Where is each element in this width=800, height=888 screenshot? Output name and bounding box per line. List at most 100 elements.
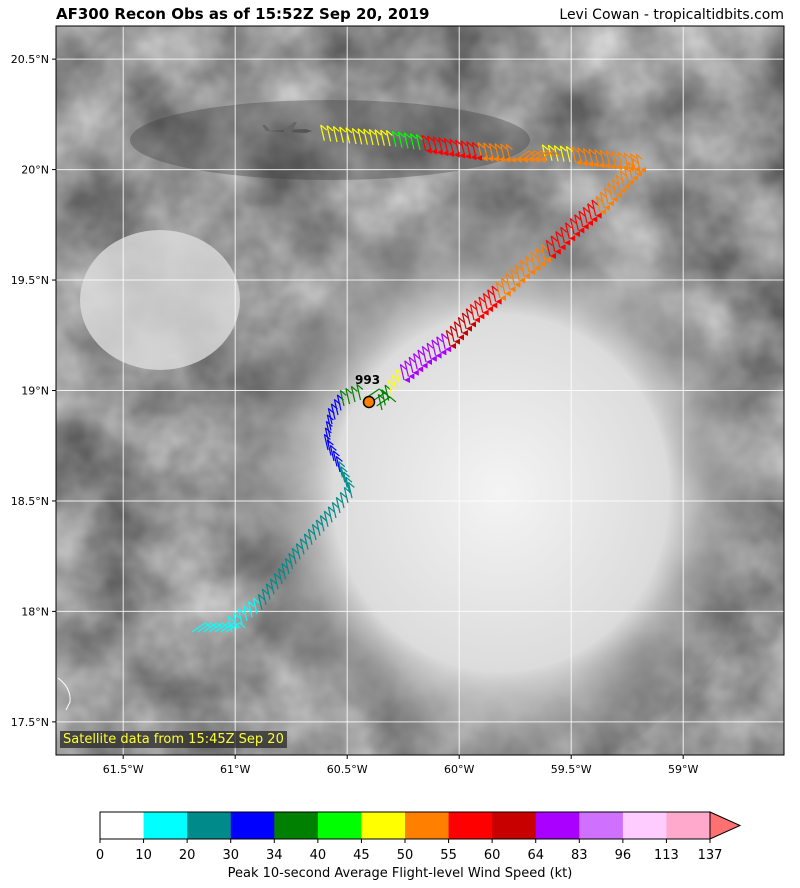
wind-pennant [554,248,561,255]
wind-barb-staff [436,336,441,353]
wind-barb-flag [495,281,503,288]
wind-barb-staff [319,515,325,532]
wind-pennant [587,220,593,226]
wind-barb-flag [488,142,496,149]
wind-barb-flag [605,150,613,157]
wind-barb-flag [505,273,513,280]
wind-barb-flag [582,206,590,213]
wind-barb-staff [453,321,459,338]
wind-barb-staff [415,134,421,151]
wind-barb-flag [291,547,299,554]
lon-tick-label: 60.5°W [327,763,368,776]
wind-barb-staff [242,605,248,622]
wind-barb-staff [323,511,329,527]
wind-barb-flag [547,144,555,151]
wind-barb-staff [607,183,613,200]
wind-barb-flag [441,333,448,340]
colorbar-tick-label: 113 [654,848,679,863]
lat-tick-label: 20.5°N [11,53,49,66]
wind-barb-flag [269,578,277,585]
colorbar-tick-label: 137 [698,848,723,863]
wind-pennant [435,352,442,359]
wind-barb-flag [615,174,623,181]
wind-barb-flag [465,308,473,315]
wind-barb-flag [436,336,444,343]
wind-pennant [529,269,536,275]
wind-barb-flag [247,601,255,608]
wind-barb-staff [403,132,409,149]
wind-barb-flag [469,303,477,310]
wind-pennant [504,156,511,163]
wind-barb-staff [560,227,565,243]
wind-barb-flag [607,183,615,190]
wind-barb-flag [265,583,273,590]
wind-barb-flag [569,217,577,224]
colorbar-segment [405,812,450,839]
wind-pennant [464,153,471,160]
colorbar-tick-label: 30 [222,848,239,863]
wind-barb-staff [611,179,617,196]
wind-pennant [514,281,521,288]
colorbar-segment [535,812,580,839]
wind-barb-flag [500,143,508,150]
wind-barb-staff [385,130,391,147]
wind-pennant [421,362,428,369]
wind-barb-staff [404,360,409,377]
wind-barb-staff [225,622,240,633]
wind-barb-staff [340,466,346,483]
colorbar-segment [187,812,232,839]
wind-barb-flag [319,515,327,522]
wind-barb-staff [345,477,351,493]
wind-barb-flag [363,128,371,135]
wind-barb-staff [288,553,294,570]
wind-barb-staff [395,369,401,386]
wind-barb-flag [550,235,558,242]
wind-barb-staff [345,388,351,405]
wind-barb-staff [387,380,393,397]
wind-barb-flag [281,562,289,569]
wind-pennant [600,209,606,215]
wind-pennant [640,167,646,173]
wind-barb-flag [445,329,453,336]
wind-barb-staff [397,131,403,148]
wind-barb-flag [339,491,347,498]
wind-pennant [598,162,605,169]
wind-barb-flag [307,528,315,535]
wind-pennant [412,369,419,376]
wind-barb-flag [629,153,637,160]
aircraft-icon [262,122,312,140]
wind-barb-flag [477,142,485,149]
wind-barb-staff [571,146,577,163]
wind-barb-staff [303,533,309,550]
wind-barb-staff [197,622,212,633]
colorbar-tick-label: 40 [310,848,327,863]
wind-barb-staff [505,273,511,290]
wind-barb-flag [565,222,572,229]
wind-barb-flag [356,383,364,390]
wind-barb-staff [603,187,609,204]
wind-barb-staff [421,346,427,363]
wind-barb-flag [242,604,250,611]
colorbar-tick-label: 50 [397,848,414,863]
wind-pennant [544,257,551,263]
wind-pennant [524,273,530,279]
lon-tick-label: 60°W [444,763,474,776]
wind-barb-staff [574,214,579,231]
colorbar-extension [709,811,742,840]
wind-pennant [478,313,485,320]
wind-barb-staff [345,127,351,144]
colorbar-segment [579,812,624,839]
wind-pennant [459,152,466,159]
wind-barb-staff [540,244,546,261]
wind-barb-staff [545,240,551,257]
wind-barb-staff [339,492,345,509]
wind-barb-flag [332,450,340,457]
wind-barb-flag [453,321,461,328]
wind-barb-flag [431,339,439,346]
wind-barb-staff [326,414,332,431]
wind-pennant [440,349,447,356]
wind-barb-staff [535,248,541,265]
wind-barb-staff [311,524,317,541]
wind-barb-flag [491,285,499,292]
wind-pennant [634,166,640,173]
